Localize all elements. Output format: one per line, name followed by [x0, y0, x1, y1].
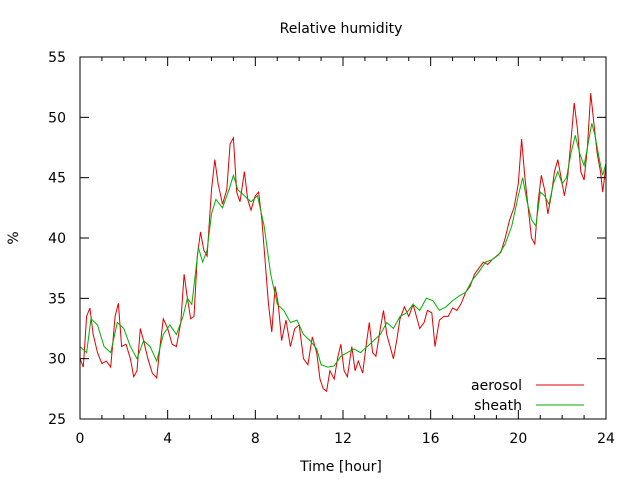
chart-title: Relative humidity	[280, 21, 403, 37]
x-tick-label: 16	[422, 431, 440, 447]
series-line-aerosol	[79, 93, 607, 393]
x-tick-label: 24	[597, 431, 615, 447]
series-line-sheath	[79, 123, 607, 368]
y-tick-label: 30	[48, 352, 66, 368]
x-axis-label: Time [hour]	[299, 459, 382, 475]
x-tick-label: 0	[76, 431, 85, 447]
legend-label-aerosol: aerosol	[471, 378, 522, 394]
y-tick-label: 45	[48, 171, 66, 187]
y-tick-label: 50	[48, 110, 66, 126]
x-tick-label: 8	[251, 431, 260, 447]
y-tick-label: 40	[48, 231, 66, 247]
y-axis-label: %	[6, 231, 22, 244]
y-tick-label: 55	[48, 50, 66, 66]
axis-tick-labels: 0 4 8 12 16 20 24 25 30 35 40 45 50 55	[48, 50, 615, 447]
legend: aerosol sheath	[471, 378, 584, 414]
plot-series	[79, 93, 607, 393]
axis-ticks	[79, 56, 607, 420]
x-tick-label: 12	[334, 431, 352, 447]
legend-label-sheath: sheath	[474, 398, 522, 414]
x-tick-label: 20	[509, 431, 527, 447]
x-tick-label: 4	[163, 431, 172, 447]
y-tick-label: 25	[48, 412, 66, 428]
y-tick-label: 35	[48, 291, 66, 307]
